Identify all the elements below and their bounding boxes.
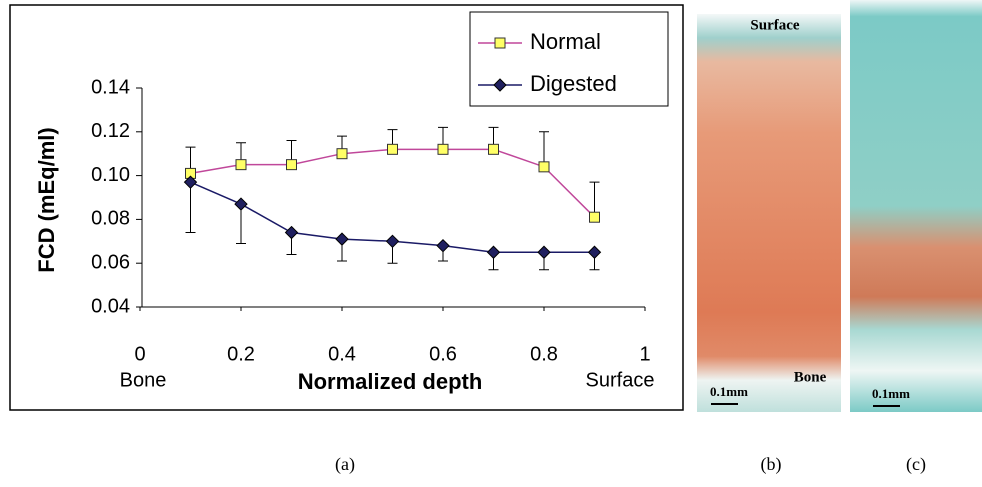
x-tick-label: 0	[134, 343, 145, 365]
legend-marker	[494, 37, 506, 49]
image-label: Bone	[794, 369, 827, 385]
point	[587, 245, 602, 259]
scale-label: 0.1mm	[872, 386, 910, 401]
y-tick-label: 0.14	[91, 76, 130, 98]
y-tick-label: 0.12	[91, 120, 130, 142]
point	[437, 143, 449, 155]
error-bar	[539, 131, 549, 167]
y-tick-label: 0.04	[91, 295, 130, 317]
legend-box	[469, 11, 669, 107]
plot: 0.04 0.06 0.08 0.10 0.12 0.14 0 0.2 0.4 0.6 0.8 1	[91, 76, 651, 365]
legend-label: Digested	[530, 71, 617, 96]
x-end-label: Surface	[586, 369, 655, 391]
point	[538, 161, 550, 173]
point	[284, 225, 299, 240]
point	[537, 245, 551, 259]
error-bar	[185, 182, 196, 234]
point	[385, 234, 400, 249]
point	[335, 232, 349, 246]
x-tick-label: 0.8	[530, 343, 558, 365]
x-tick-label: 0.4	[328, 343, 356, 365]
error-bar	[589, 181, 600, 218]
point	[589, 211, 600, 223]
legend: Normal Digested	[478, 29, 617, 96]
point	[488, 143, 499, 155]
y-tick-label: 0.06	[91, 251, 130, 273]
panel-label: (c)	[906, 454, 926, 475]
legend-marker	[493, 78, 507, 92]
x-tick-label: 1	[639, 343, 650, 365]
panel-label: (a)	[335, 454, 355, 475]
y-axis-title: FCD (mEq/ml)	[34, 127, 59, 272]
x-tick-label: 0.6	[429, 343, 457, 365]
x-axis-title: Normalized depth	[298, 369, 483, 394]
image-label: Surface	[750, 17, 799, 33]
image-b	[697, 14, 841, 412]
point	[486, 245, 501, 259]
point	[286, 159, 297, 171]
point	[235, 159, 247, 171]
point	[183, 175, 198, 189]
panel-label: (b)	[761, 454, 782, 475]
point	[234, 197, 248, 211]
y-tick-label: 0.10	[91, 164, 130, 186]
scale-label: 0.1mm	[710, 384, 748, 399]
point	[336, 148, 348, 160]
x-end-label: Bone	[120, 369, 167, 391]
y-tick-label: 0.08	[91, 208, 130, 230]
legend-label: Normal	[530, 29, 601, 54]
image-c	[850, 0, 982, 412]
point	[436, 238, 450, 253]
point	[387, 143, 398, 155]
x-tick-label: 0.2	[227, 343, 255, 365]
